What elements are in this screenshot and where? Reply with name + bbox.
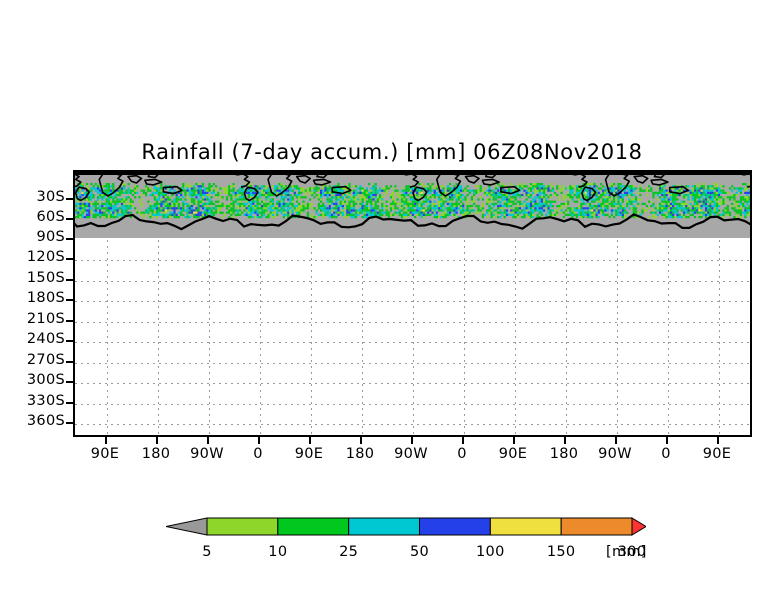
x-axis-tick	[156, 437, 158, 444]
x-axis-tick	[258, 437, 260, 444]
gridline-vertical	[158, 240, 159, 435]
colorbar-tick-label: 100	[476, 544, 505, 560]
x-axis-tick	[309, 437, 311, 444]
gridline-vertical	[362, 240, 363, 435]
colorbar-above-max-arrow	[631, 517, 646, 536]
x-axis-label: 90W	[394, 446, 428, 462]
colorbar-swatch	[206, 517, 279, 536]
y-axis-tick	[66, 299, 73, 301]
x-axis-label: 180	[549, 446, 579, 462]
y-axis-label: 330S	[26, 393, 65, 409]
x-axis-tick	[207, 437, 209, 444]
colorbar-tick-label: 300	[617, 544, 647, 560]
colorbar-swatches	[166, 517, 646, 536]
x-axis-label: 90E	[498, 446, 528, 462]
x-axis-tick	[666, 437, 668, 444]
y-axis-label: 360S	[26, 413, 65, 429]
gridline-horizontal	[75, 260, 750, 261]
colorbar-swatch	[277, 517, 350, 536]
page-title: Rainfall (7-day accum.) [mm] 06Z08Nov201…	[141, 140, 643, 164]
gridline-vertical	[209, 240, 210, 435]
y-axis-label: 120S	[26, 249, 65, 265]
y-axis-label: 60S	[36, 209, 65, 225]
colorbar-tick-label: 150	[546, 544, 576, 560]
rainfall-raster	[75, 172, 750, 238]
y-axis-tick	[66, 218, 73, 220]
map-band	[75, 172, 750, 238]
x-axis-label: 0	[253, 446, 263, 462]
y-axis-label: 210S	[26, 311, 65, 327]
map-top-rule	[75, 172, 750, 175]
gridline-horizontal	[75, 322, 750, 323]
gridline-vertical	[260, 240, 261, 435]
y-axis-tick	[66, 361, 73, 363]
x-axis-label: 90E	[702, 446, 732, 462]
colorbar: 5 10 25 50 100 150 300 [mm]	[166, 514, 646, 564]
gridline-horizontal	[75, 363, 750, 364]
y-axis-label: 240S	[26, 331, 65, 347]
y-axis-tick	[66, 279, 73, 281]
x-axis-label: 0	[661, 446, 671, 462]
colorbar-swatch	[348, 517, 420, 536]
gridline-vertical	[413, 240, 414, 435]
colorbar-tick-label: 5	[202, 544, 212, 560]
x-axis-tick	[105, 437, 107, 444]
x-axis-label: 90E	[90, 446, 120, 462]
y-axis-tick	[66, 238, 73, 240]
y-axis-tick	[66, 402, 73, 404]
y-axis-tick	[66, 320, 73, 322]
colorbar-tick-label: 10	[268, 544, 288, 560]
colorbar-below-min-arrow	[166, 517, 208, 536]
gridline-horizontal	[75, 424, 750, 425]
gridline-vertical	[566, 240, 567, 435]
y-axis-label: 30S	[36, 189, 65, 205]
gridline-vertical	[107, 240, 108, 435]
x-axis-label: 90W	[598, 446, 632, 462]
gridline-horizontal	[75, 404, 750, 405]
y-axis-label: 150S	[26, 270, 65, 286]
gridline-horizontal	[75, 301, 750, 302]
y-axis-label: 270S	[26, 352, 65, 368]
y-axis-label: 90S	[36, 229, 65, 245]
x-axis-tick	[564, 437, 566, 444]
gridline-vertical	[515, 240, 516, 435]
x-axis-label: 90W	[190, 446, 224, 462]
y-axis-tick	[66, 198, 73, 200]
x-axis-label: 180	[345, 446, 375, 462]
gridline-horizontal	[75, 281, 750, 282]
colorbar-tick-label: 25	[339, 544, 359, 560]
x-axis-tick	[615, 437, 617, 444]
gridline-vertical	[668, 240, 669, 435]
x-axis-tick	[411, 437, 413, 444]
x-axis-tick	[462, 437, 464, 444]
gridline-horizontal	[75, 383, 750, 384]
gridline-vertical	[617, 240, 618, 435]
colorbar-swatch	[560, 517, 633, 536]
x-axis-label: 0	[457, 446, 467, 462]
y-axis-tick	[66, 422, 73, 424]
y-axis-tick	[66, 258, 73, 260]
y-axis-tick	[66, 381, 73, 383]
x-axis-tick	[717, 437, 719, 444]
x-axis-tick	[360, 437, 362, 444]
colorbar-swatch	[489, 517, 562, 536]
x-axis-label: 90E	[294, 446, 324, 462]
x-axis-tick	[513, 437, 515, 444]
y-axis-label: 180S	[26, 290, 65, 306]
y-axis-tick	[66, 340, 73, 342]
gridline-vertical	[719, 240, 720, 435]
gridline-vertical	[311, 240, 312, 435]
x-axis-label: 180	[141, 446, 171, 462]
gridline-vertical	[464, 240, 465, 435]
gridline-horizontal	[75, 342, 750, 343]
colorbar-unit-label: [mm]	[606, 544, 647, 560]
colorbar-swatch	[419, 517, 491, 536]
plot-area	[73, 170, 752, 437]
colorbar-tick-label: 50	[409, 544, 430, 560]
y-axis-label: 300S	[26, 372, 65, 388]
